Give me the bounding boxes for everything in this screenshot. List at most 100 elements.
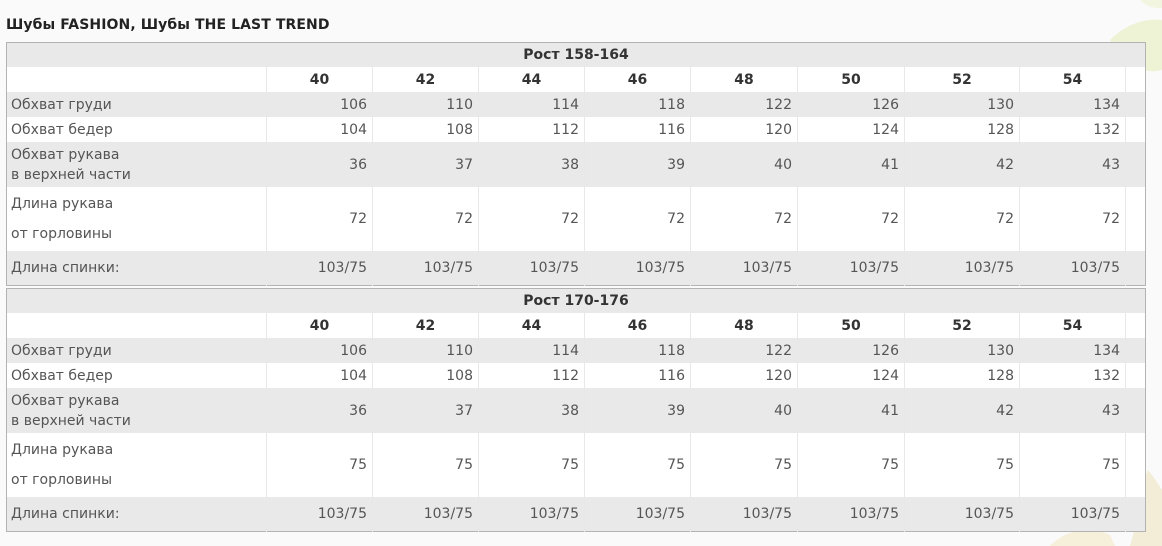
value-cell: 37 [372, 142, 479, 187]
value-cell: 128 [904, 363, 1020, 388]
value-cell: 75 [904, 433, 1020, 497]
value-cell: 72 [904, 187, 1020, 251]
table-row: Обхват рукава в верхней части 36 37 38 39… [6, 142, 1146, 187]
value-cell: 42 [904, 388, 1020, 433]
size-header-cell: 40 [266, 313, 373, 338]
spacer-cell [1125, 187, 1146, 251]
spacer-cell [1125, 117, 1146, 142]
size-header-cell: 40 [266, 67, 373, 92]
value-cell: 104 [266, 117, 373, 142]
spacer-cell [1125, 313, 1146, 338]
value-cell: 103/75 [797, 497, 905, 532]
value-cell: 103/75 [478, 497, 585, 532]
value-cell: 103/75 [372, 251, 479, 286]
value-cell: 42 [904, 142, 1020, 187]
row-label: Обхват рукава в верхней части [6, 142, 267, 187]
row-label-line2: от горловины [11, 226, 113, 242]
table-row: Обхват бедер 104 108 112 116 120 124 128… [6, 363, 1146, 388]
value-cell: 103/75 [904, 497, 1020, 532]
size-header-cell: 44 [478, 313, 585, 338]
value-cell: 72 [690, 187, 798, 251]
value-cell: 114 [478, 92, 585, 117]
value-cell: 75 [797, 433, 905, 497]
size-header-cell: 48 [690, 313, 798, 338]
height-heading: Рост 170-176 [6, 288, 1146, 313]
row-label-line1: Обхват рукава [11, 392, 120, 409]
value-cell: 75 [690, 433, 798, 497]
value-cell: 112 [478, 363, 585, 388]
row-label: Обхват груди [6, 338, 267, 363]
value-cell: 72 [372, 187, 479, 251]
spacer-cell [1125, 338, 1146, 363]
value-cell: 103/75 [1019, 251, 1126, 286]
size-header-cell: 52 [904, 313, 1020, 338]
value-cell: 38 [478, 142, 585, 187]
size-header-cell: 54 [1019, 67, 1126, 92]
spacer-cell [1125, 497, 1146, 532]
value-cell: 122 [690, 92, 798, 117]
value-cell: 40 [690, 388, 798, 433]
value-cell: 37 [372, 388, 479, 433]
size-header-cell: 52 [904, 67, 1020, 92]
value-cell: 124 [797, 363, 905, 388]
spacer-cell [1125, 67, 1146, 92]
height-heading: Рост 158-164 [6, 42, 1146, 67]
size-table-1: Рост 158-164 40 42 44 46 48 50 52 54 Обх… [6, 42, 1147, 286]
row-label-line2: в верхней части [11, 412, 131, 429]
value-cell: 106 [266, 92, 373, 117]
row-label: Обхват бедер [6, 363, 267, 388]
value-cell: 130 [904, 92, 1020, 117]
value-cell: 130 [904, 338, 1020, 363]
table-row: Длина рукава от горловины 72 72 72 72 72 … [6, 187, 1146, 251]
spacer-cell [1125, 92, 1146, 117]
spacer-cell [1125, 251, 1146, 286]
value-cell: 132 [1019, 363, 1126, 388]
row-label: Длина рукава от горловины [6, 187, 267, 251]
size-header-cell: 42 [372, 313, 479, 338]
value-cell: 72 [478, 187, 585, 251]
value-cell: 75 [372, 433, 479, 497]
value-cell: 103/75 [1019, 497, 1126, 532]
value-cell: 75 [584, 433, 691, 497]
row-label: Длина спинки: [6, 251, 267, 286]
value-cell: 128 [904, 117, 1020, 142]
value-cell: 126 [797, 338, 905, 363]
sizes-header-corner [6, 313, 267, 338]
row-label: Обхват рукава в верхней части [6, 388, 267, 433]
value-cell: 103/75 [690, 497, 798, 532]
value-cell: 114 [478, 338, 585, 363]
table-row: Длина спинки: 103/75 103/75 103/75 103/7… [6, 497, 1146, 532]
value-cell: 116 [584, 117, 691, 142]
row-label-line1: Длина рукава [11, 196, 114, 212]
value-cell: 103/75 [266, 497, 373, 532]
value-cell: 106 [266, 338, 373, 363]
table-row: Длина рукава от горловины 75 75 75 75 75 … [6, 433, 1146, 497]
size-header-cell: 46 [584, 313, 691, 338]
size-table-2: Рост 170-176 40 42 44 46 48 50 52 54 Обх… [6, 288, 1147, 532]
table-row: Обхват груди 106 110 114 118 122 126 130… [6, 92, 1146, 117]
value-cell: 116 [584, 363, 691, 388]
spacer-cell [1125, 388, 1146, 433]
row-label-line1: Длина рукава [11, 442, 114, 458]
value-cell: 103/75 [904, 251, 1020, 286]
size-header-cell: 42 [372, 67, 479, 92]
value-cell: 120 [690, 363, 798, 388]
value-cell: 132 [1019, 117, 1126, 142]
sizes-header-row: 40 42 44 46 48 50 52 54 [6, 67, 1146, 92]
value-cell: 75 [1019, 433, 1126, 497]
value-cell: 103/75 [584, 497, 691, 532]
value-cell: 103/75 [584, 251, 691, 286]
spacer-cell [1125, 433, 1146, 497]
value-cell: 120 [690, 117, 798, 142]
value-cell: 75 [478, 433, 585, 497]
size-header-cell: 50 [797, 67, 905, 92]
sizes-header-row: 40 42 44 46 48 50 52 54 [6, 313, 1146, 338]
table-row: Обхват бедер 104 108 112 116 120 124 128… [6, 117, 1146, 142]
value-cell: 110 [372, 338, 479, 363]
value-cell: 39 [584, 142, 691, 187]
value-cell: 104 [266, 363, 373, 388]
value-cell: 103/75 [797, 251, 905, 286]
row-label: Обхват бедер [6, 117, 267, 142]
value-cell: 122 [690, 338, 798, 363]
value-cell: 103/75 [478, 251, 585, 286]
